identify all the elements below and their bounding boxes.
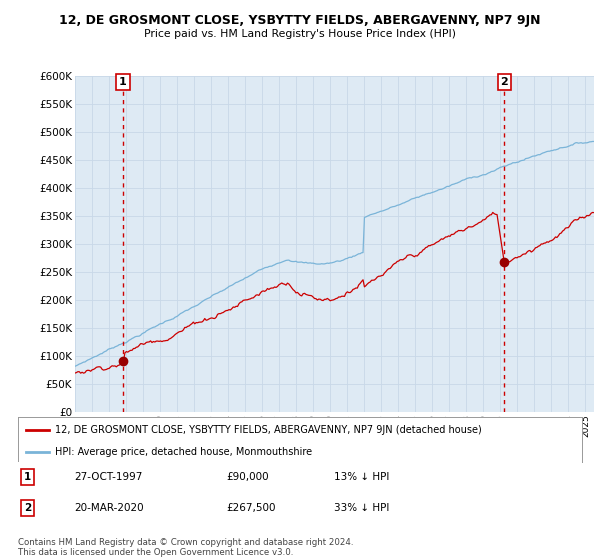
Text: 1: 1: [119, 77, 127, 87]
Text: 13% ↓ HPI: 13% ↓ HPI: [334, 472, 389, 482]
Text: 20-MAR-2020: 20-MAR-2020: [74, 503, 144, 514]
Text: 2: 2: [500, 77, 508, 87]
Text: Contains HM Land Registry data © Crown copyright and database right 2024.: Contains HM Land Registry data © Crown c…: [18, 538, 353, 547]
Text: 12, DE GROSMONT CLOSE, YSBYTTY FIELDS, ABERGAVENNY, NP7 9JN (detached house): 12, DE GROSMONT CLOSE, YSBYTTY FIELDS, A…: [55, 424, 481, 435]
Text: 12, DE GROSMONT CLOSE, YSBYTTY FIELDS, ABERGAVENNY, NP7 9JN: 12, DE GROSMONT CLOSE, YSBYTTY FIELDS, A…: [59, 14, 541, 27]
Text: £267,500: £267,500: [227, 503, 276, 514]
Text: 27-OCT-1997: 27-OCT-1997: [74, 472, 143, 482]
Text: 1: 1: [23, 472, 31, 482]
Text: Price paid vs. HM Land Registry's House Price Index (HPI): Price paid vs. HM Land Registry's House …: [144, 29, 456, 39]
Text: This data is licensed under the Open Government Licence v3.0.: This data is licensed under the Open Gov…: [18, 548, 293, 557]
Text: 33% ↓ HPI: 33% ↓ HPI: [334, 503, 389, 514]
Text: £90,000: £90,000: [227, 472, 269, 482]
Text: HPI: Average price, detached house, Monmouthshire: HPI: Average price, detached house, Monm…: [55, 447, 312, 457]
Text: 2: 2: [23, 503, 31, 514]
